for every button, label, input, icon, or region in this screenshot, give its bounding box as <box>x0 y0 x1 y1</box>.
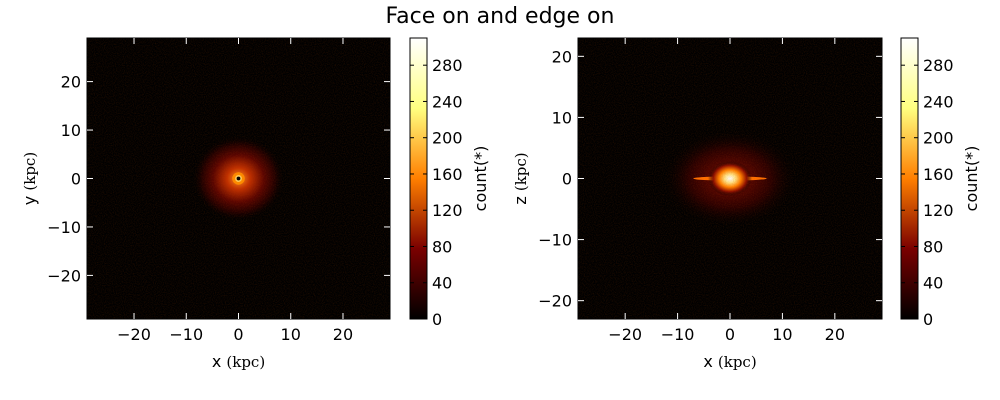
x-tick-label: −10 <box>169 325 203 344</box>
y-tick-label: −10 <box>47 218 81 237</box>
colorbar-tick-label: 40 <box>432 274 452 293</box>
edge-on-x-axis-label: x (kpc) <box>703 352 756 371</box>
colorbar-tick-label: 240 <box>432 92 463 111</box>
face-on-x-axis-label: x (kpc) <box>212 352 265 371</box>
x-tick-label: −20 <box>117 325 151 344</box>
colorbar-tick-label: 200 <box>923 129 954 148</box>
y-tick-label: 0 <box>71 170 81 189</box>
colorbar-tick-label: 80 <box>923 237 943 256</box>
colorbar-tick-label: 0 <box>432 310 442 329</box>
x-tick-label: 0 <box>725 325 735 344</box>
colorbar-label: count(*) <box>471 146 490 212</box>
colorbar-gradient <box>409 37 428 320</box>
y-tick-label: 0 <box>562 170 572 189</box>
x-tick-label: 10 <box>772 325 792 344</box>
face-on-panel: −20 −10 0 10 20 −20 −10 0 10 20 x (kpc) y (kpc) 0 40 8… <box>20 37 490 371</box>
x-tick-label: 20 <box>333 325 353 344</box>
x-tick-label: 0 <box>233 325 243 344</box>
y-tick-label: 10 <box>61 121 81 140</box>
y-tick-label: 10 <box>552 108 572 127</box>
colorbar-tick-label: 280 <box>432 56 463 75</box>
edge-on-colorbar: 0 40 80 120 160 200 240 280 count(*) <box>900 37 981 329</box>
face-on-noise-texture <box>87 38 390 319</box>
y-tick-label: 20 <box>552 47 572 66</box>
y-tick-label: −10 <box>538 231 572 250</box>
face-on-colorbar: 0 40 80 120 160 200 240 280 count(*) <box>409 37 490 329</box>
figure-title: Face on and edge on <box>385 4 615 29</box>
edge-on-noise-texture <box>578 38 882 319</box>
colorbar-tick-label: 160 <box>923 165 954 184</box>
colorbar-tick-label: 240 <box>923 92 954 111</box>
edge-on-y-axis-label: z (kpc) <box>511 152 530 204</box>
colorbar-tick-label: 0 <box>923 310 933 329</box>
colorbar-tick-label: 40 <box>923 274 943 293</box>
colorbar-tick-label: 280 <box>923 56 954 75</box>
y-tick-label: 20 <box>61 73 81 92</box>
x-tick-label: −10 <box>661 325 695 344</box>
colorbar-label: count(*) <box>962 146 981 212</box>
x-tick-label: 10 <box>281 325 301 344</box>
edge-on-panel: −20 −10 0 10 20 −20 −10 0 10 20 x (kpc) z (kpc) 0 40 8… <box>511 37 981 371</box>
x-tick-label: −20 <box>608 325 642 344</box>
colorbar-tick-label: 160 <box>432 165 463 184</box>
y-tick-label: −20 <box>47 266 81 285</box>
y-tick-label: −20 <box>538 292 572 311</box>
face-on-y-axis-label: y (kpc) <box>20 152 39 205</box>
colorbar-gradient <box>900 37 919 320</box>
colorbar-tick-label: 80 <box>432 237 452 256</box>
colorbar-tick-label: 200 <box>432 129 463 148</box>
colorbar-tick-label: 120 <box>432 201 463 220</box>
colorbar-tick-label: 120 <box>923 201 954 220</box>
x-tick-label: 20 <box>825 325 845 344</box>
